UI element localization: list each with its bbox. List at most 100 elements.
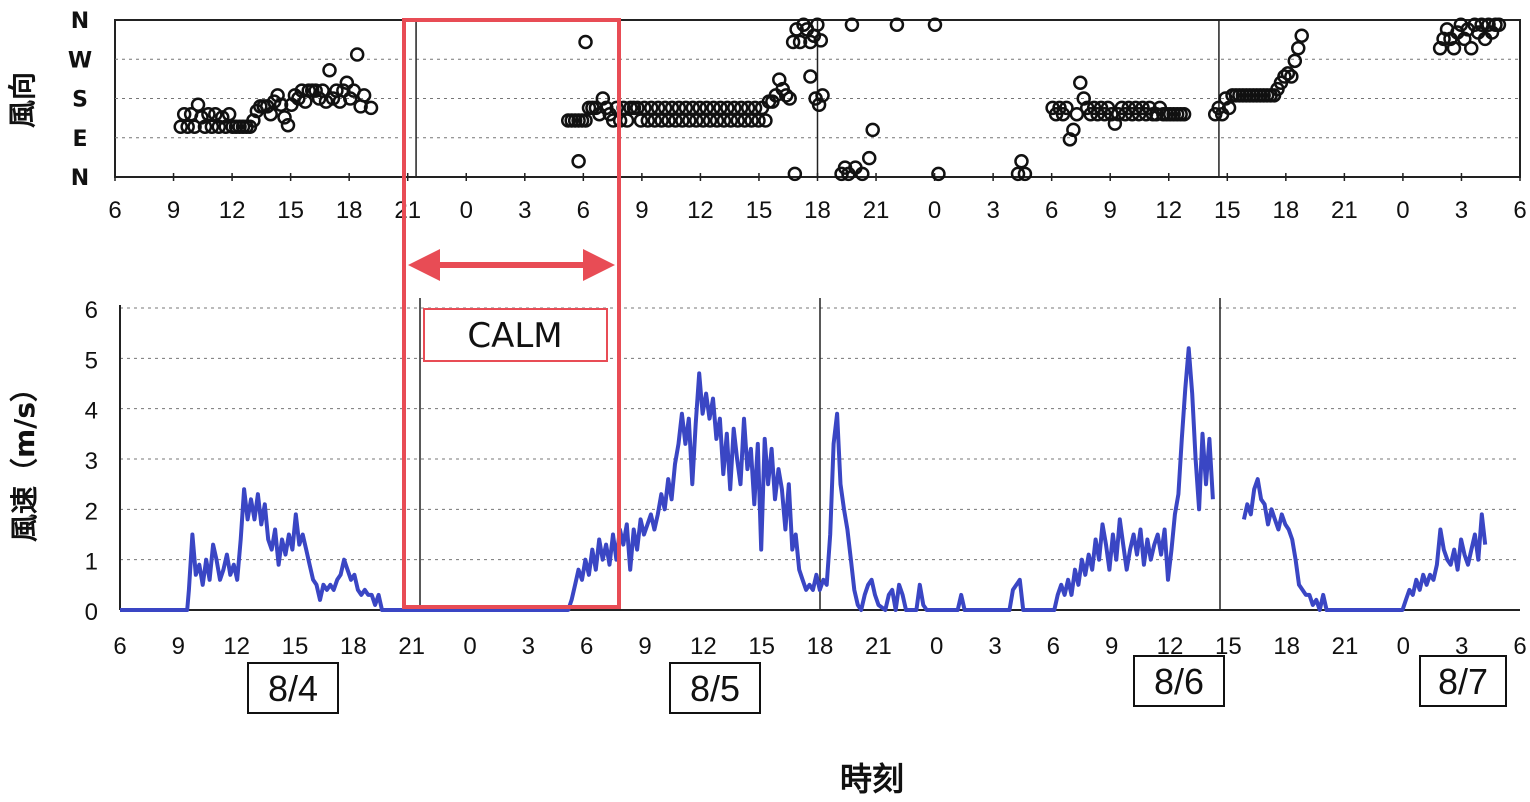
direction-point (699, 100, 714, 116)
direction-x-tick-label: 12 (219, 197, 246, 224)
direction-x-tick-label: 18 (336, 197, 363, 224)
direction-x-tick-label: 9 (635, 197, 648, 224)
speed-y-tick-label: 2 (85, 498, 98, 525)
speed-x-tick-label: 15 (282, 633, 309, 660)
direction-x-tick-label: 15 (277, 197, 304, 224)
date-box (669, 662, 761, 714)
direction-point (1284, 69, 1299, 84)
direction-point (609, 100, 624, 116)
direction-point (785, 34, 801, 50)
speed-x-tick-label: 6 (580, 633, 593, 660)
direction-points (173, 17, 1507, 182)
direction-point (204, 119, 220, 135)
direction-point (723, 113, 739, 128)
direction-point (277, 110, 292, 125)
direction-point (1291, 41, 1306, 56)
speed-x-tick-label: 0 (1397, 633, 1410, 660)
direction-point (678, 100, 694, 116)
direction-point (1059, 100, 1074, 116)
speed-y-tick-label: 0 (85, 599, 98, 626)
calm-annotation: CALM (402, 18, 621, 609)
direction-point (675, 113, 690, 128)
speed-x-tick-label: 6 (113, 633, 126, 660)
direction-point (221, 106, 237, 122)
direction-point (1491, 17, 1507, 32)
direction-point (640, 113, 656, 128)
direction-point (650, 100, 666, 116)
speed-x-tick-label: 3 (522, 633, 535, 660)
speed-x-tick-label: 21 (865, 633, 892, 660)
direction-x-tick-label: 3 (518, 197, 531, 224)
direction-point (1287, 53, 1303, 69)
direction-point (644, 100, 659, 116)
direction-point (1069, 106, 1085, 122)
speed-x-tick-label: 21 (1332, 633, 1359, 660)
direction-x-tick-label: 21 (863, 197, 890, 224)
direction-point (1073, 75, 1088, 91)
direction-point (201, 106, 216, 122)
date-box (1133, 655, 1225, 707)
direction-x-tick-label: 0 (928, 197, 941, 224)
direction-point (778, 88, 794, 103)
direction-point (1294, 28, 1309, 43)
direction-point (695, 113, 711, 128)
date-label: 8/4 (268, 668, 318, 709)
direction-point (647, 113, 662, 128)
direction-point (668, 113, 683, 128)
direction-point (619, 113, 635, 128)
date-box (1419, 655, 1507, 707)
direction-point (815, 88, 830, 103)
speed-x-tick-labels: 6 9 12 15 18 21 0 3 6 9 12 15 18 21 0 3 6 9 12 15 18 21 0 3 6 (113, 633, 1526, 660)
direction-point (709, 113, 725, 128)
speed-x-tick-label: 6 (1047, 633, 1060, 660)
direction-point (1176, 106, 1192, 122)
direction-point (1014, 154, 1029, 169)
speed-x-tick-label: 9 (638, 633, 651, 660)
direction-point (363, 100, 379, 116)
calm-arrow-left-head (408, 249, 440, 281)
speed-day-separators (419, 298, 1221, 610)
direction-point (273, 97, 289, 113)
speed-y-tick-label: 4 (85, 398, 98, 425)
date-box (247, 662, 339, 714)
direction-point (813, 33, 829, 48)
direction-point (1446, 41, 1462, 56)
direction-point (1474, 17, 1489, 32)
direction-point (343, 91, 358, 106)
direction-point (291, 91, 306, 106)
direction-point (787, 166, 803, 182)
direction-point (927, 17, 943, 32)
direction-point (1017, 166, 1033, 182)
direction-x-tick-label: 0 (1396, 197, 1409, 224)
direction-point (637, 100, 652, 116)
direction-point (197, 119, 213, 135)
direction-point (682, 113, 697, 128)
direction-y-tick-label: N (71, 166, 89, 191)
speed-line-segment (120, 346, 1215, 612)
direction-point (661, 113, 676, 128)
direction-point (1277, 69, 1292, 84)
direction-point (322, 62, 337, 78)
direction-y-tick-label: W (68, 48, 92, 73)
speed-line-segment (1241, 477, 1488, 612)
calm-period-box (402, 18, 621, 609)
speed-y-axis-label: 風速（m/s） (8, 374, 41, 542)
direction-x-tick-label: 0 (460, 197, 473, 224)
direction-x-tick-label: 6 (1045, 197, 1058, 224)
direction-x-tick-label: 6 (108, 197, 121, 224)
calm-arrow-right-head (583, 249, 615, 281)
speed-x-tick-label: 18 (1273, 633, 1300, 660)
direction-point (713, 100, 728, 116)
direction-point (571, 154, 586, 169)
speed-y-tick-label: 6 (85, 297, 98, 324)
direction-point (737, 113, 752, 128)
direction-x-tick-labels: 6 9 12 15 18 21 0 3 6 9 12 15 18 21 0 3 6 9 12 15 18 21 0 3 6 (108, 173, 1527, 224)
direction-point (218, 119, 233, 135)
direction-point (578, 34, 593, 50)
direction-point (176, 106, 192, 122)
direction-point (855, 166, 870, 182)
direction-x-tick-label: 21 (394, 197, 421, 224)
direction-point (356, 88, 372, 103)
direction-point (685, 100, 701, 116)
direction-point (844, 17, 860, 32)
